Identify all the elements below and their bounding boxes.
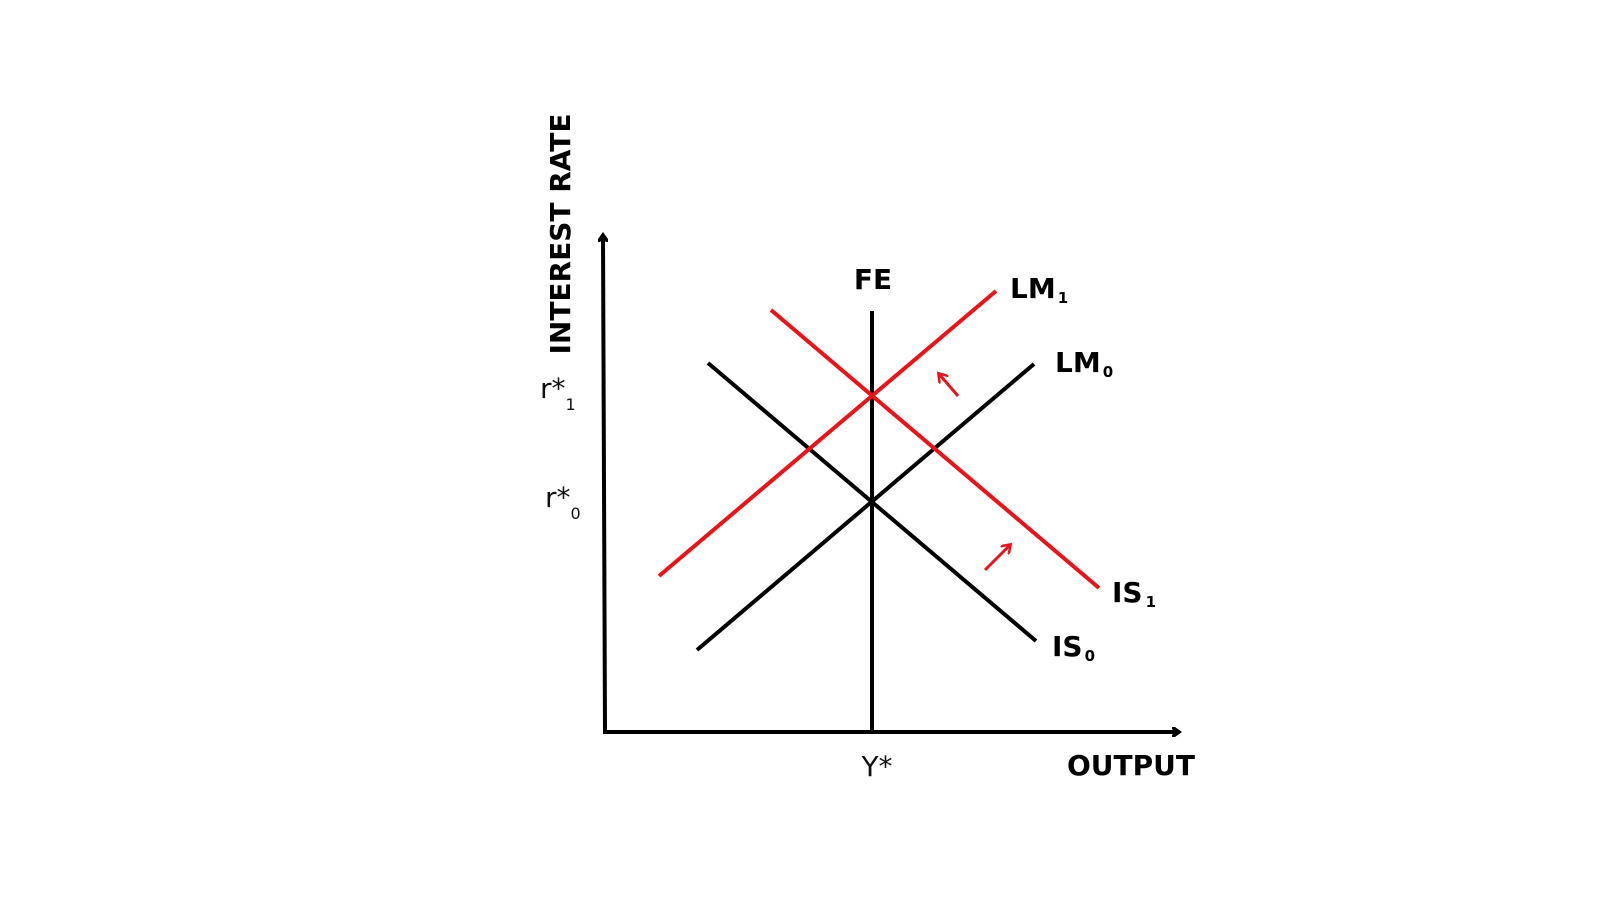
y-tick-r1-sub: 1 <box>566 395 576 414</box>
is1-label: IS 1 <box>1112 576 1156 611</box>
lm0-label: LM 0 <box>1055 346 1113 381</box>
lm1-label-sub: 1 <box>1058 289 1068 307</box>
x-tick-y-star: Y* <box>860 750 892 783</box>
is0-label-sub: 0 <box>1085 647 1095 665</box>
y-axis <box>603 236 605 733</box>
is0-curve <box>706 361 1038 643</box>
lm-shift-arrow-icon <box>939 374 960 397</box>
x-axis-label: OUTPUT <box>1067 749 1195 782</box>
lm0-curve <box>695 362 1036 652</box>
lm0-label-sub: 0 <box>1103 363 1113 381</box>
lm1-label-base: LM <box>1010 272 1056 305</box>
lm1-curve <box>657 289 998 578</box>
is0-label-base: IS <box>1052 630 1083 663</box>
lm0-label-base: LM <box>1055 346 1101 379</box>
is0-label: IS 0 <box>1052 630 1095 665</box>
is1-label-sub: 1 <box>1146 593 1156 611</box>
is1-curve <box>769 308 1101 590</box>
y-tick-r1-base: r* <box>540 372 566 405</box>
y-tick-r0: r*0 <box>545 481 581 523</box>
fe-label: FE <box>854 263 892 296</box>
y-tick-r0-sub: 0 <box>571 504 581 523</box>
is-shift-arrow-icon <box>983 545 1010 572</box>
y-tick-r1: r*1 <box>540 372 576 414</box>
y-axis-label: INTEREST RATE <box>544 113 577 354</box>
is1-label-base: IS <box>1112 576 1143 609</box>
y-tick-r0-base: r* <box>545 481 571 514</box>
lm1-label: LM 1 <box>1010 272 1068 307</box>
